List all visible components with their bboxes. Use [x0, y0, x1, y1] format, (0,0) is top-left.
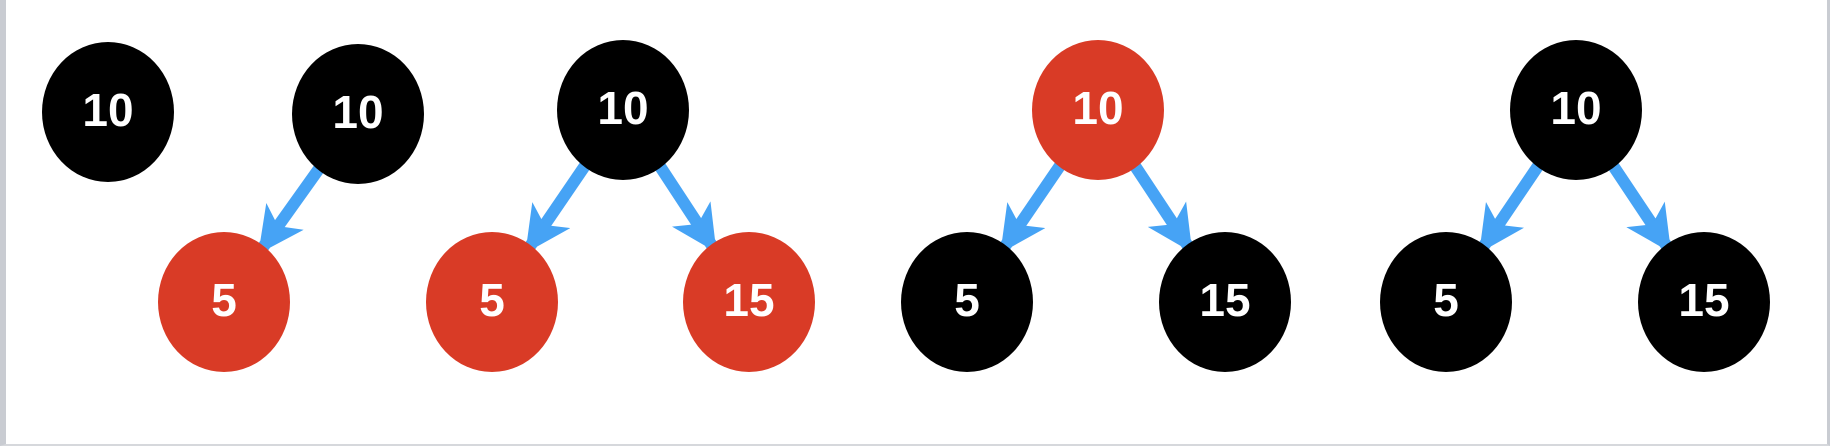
node-label: 15	[1199, 274, 1250, 326]
tree-1: 10	[42, 42, 174, 182]
tree-3: 10 5 15	[426, 40, 815, 372]
node-circle-black	[292, 44, 424, 184]
node-t5-n10: 10	[1510, 40, 1642, 180]
node-t2-n5: 5	[158, 232, 290, 372]
edge-arrow-t5-n10-to-t5-n15	[1607, 160, 1673, 253]
tree-2: 10 5	[158, 44, 424, 372]
node-t4-n5: 5	[901, 232, 1033, 372]
node-circle-red	[683, 232, 815, 372]
edge-arrow-t4-n10-to-t4-n5	[998, 160, 1067, 254]
node-circle-red	[158, 232, 290, 372]
node-circle-black	[1510, 40, 1642, 180]
node-label: 15	[1678, 274, 1729, 326]
node-t5-n15: 15	[1638, 232, 1770, 372]
node-label: 5	[1433, 274, 1459, 326]
node-label: 15	[723, 274, 774, 326]
node-label: 10	[597, 82, 648, 134]
node-t4-n10: 10	[1032, 40, 1164, 180]
edge-arrow-t4-n10-to-t4-n15	[1129, 161, 1194, 253]
edge-arrow-t2-n10-to-t2-n5	[256, 163, 326, 254]
tree-5: 10 5 15	[1380, 40, 1770, 372]
node-circle-black	[557, 40, 689, 180]
node-t3-n10: 10	[557, 40, 689, 180]
node-circle-red	[1032, 40, 1164, 180]
node-t1-n10: 10	[42, 42, 174, 182]
tree-4: 10 5 15	[901, 40, 1291, 372]
node-label: 5	[954, 274, 980, 326]
node-t2-n10: 10	[292, 44, 424, 184]
node-t3-n15: 15	[683, 232, 815, 372]
node-label: 10	[332, 86, 383, 138]
edges-layer	[256, 160, 1673, 254]
node-t3-n5: 5	[426, 232, 558, 372]
node-label: 10	[1072, 82, 1123, 134]
node-label: 5	[211, 274, 237, 326]
node-circle-black	[1380, 232, 1512, 372]
node-circle-black	[1638, 232, 1770, 372]
node-circle-black	[42, 42, 174, 182]
edge-arrow-t5-n10-to-t5-n5	[1477, 160, 1545, 253]
red-black-tree-diagram: 10 10 5 10 5 15 10 5 15 10 5 15	[42, 40, 1770, 372]
node-label: 5	[479, 274, 505, 326]
edge-arrow-t3-n10-to-t3-n5	[523, 160, 592, 254]
nodes-layer: 10 10 5 10 5 15 10 5 15 10 5 15	[42, 40, 1770, 372]
node-t4-n15: 15	[1159, 232, 1291, 372]
node-label: 10	[82, 84, 133, 136]
node-t5-n5: 5	[1380, 232, 1512, 372]
edge-arrow-t3-n10-to-t3-n15	[653, 161, 719, 253]
node-label: 10	[1550, 82, 1601, 134]
node-circle-black	[901, 232, 1033, 372]
node-circle-red	[426, 232, 558, 372]
node-circle-black	[1159, 232, 1291, 372]
